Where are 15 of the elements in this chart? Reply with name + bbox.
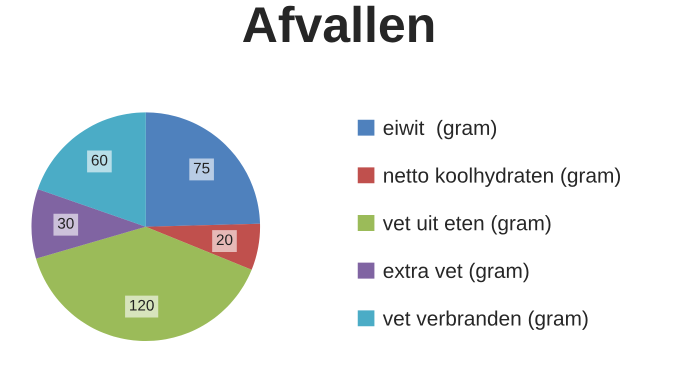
data-label: 30 [58,218,74,229]
data-label: 20 [216,234,232,246]
legend-label: extra vet (gram) [384,262,528,282]
pie-slice [38,112,146,227]
data-label: 120 [130,300,154,311]
data-label: 60 [92,154,108,166]
legend-label: vet verbranden (gram) [382,310,588,330]
pie-slice [146,224,260,270]
legend-label: vet uit eten (gram) [382,215,551,235]
chart-title: Afvallen [242,6,434,42]
legend-label: eiwit (gram) [384,120,496,140]
legend-label: netto koolhydraten (gram) [384,167,620,187]
pie-slice [146,112,260,227]
pie-slice [31,189,146,259]
data-label: 75 [194,162,210,174]
